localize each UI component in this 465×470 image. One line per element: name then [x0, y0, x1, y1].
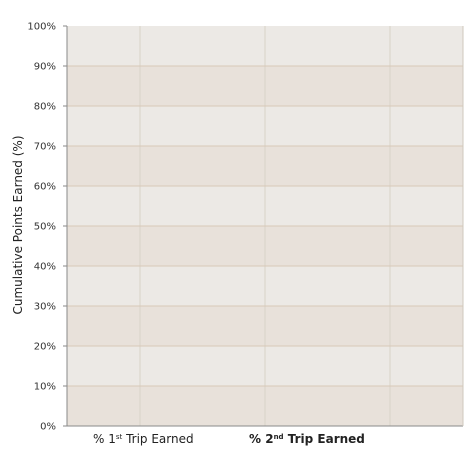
legend-item-1st-trip: % 1st Trip Earned — [93, 432, 194, 446]
y-tick-label: 90% — [34, 62, 56, 73]
y-tick-label: 30% — [34, 302, 56, 313]
y-tick-label: 50% — [34, 222, 56, 233]
legend-item-1st-trip-sup: st — [116, 433, 123, 441]
y-tick-label: 20% — [34, 342, 56, 353]
y-tick-label: 70% — [34, 142, 56, 153]
gridlines — [67, 26, 463, 426]
y-tick-label: 100% — [27, 22, 56, 33]
legend: % 1st Trip Earned % 2nd Trip Earned — [93, 432, 365, 446]
y-tick-label: 40% — [34, 262, 56, 273]
y-tick-label: 0% — [40, 422, 56, 433]
legend-item-1st-trip-suffix: Trip Earned — [122, 432, 193, 446]
y-tick-label: 10% — [34, 382, 56, 393]
legend-item-2nd-trip-sup: nd — [274, 433, 284, 441]
y-axis-title: Cumulative Points Earned (%) — [11, 135, 25, 314]
legend-item-2nd-trip-prefix: % 2 — [249, 432, 274, 446]
y-tick-label: 80% — [34, 102, 56, 113]
legend-item-2nd-trip: % 2nd Trip Earned — [249, 432, 365, 446]
y-tick-label: 60% — [34, 182, 56, 193]
legend-item-2nd-trip-suffix: Trip Earned — [284, 432, 365, 446]
legend-item-1st-trip-prefix: % 1 — [93, 432, 116, 446]
y-axis-ticks: 0% 10% 20% 30% 40% 50% 60% 70% 80% 90% 100% — [27, 22, 67, 433]
